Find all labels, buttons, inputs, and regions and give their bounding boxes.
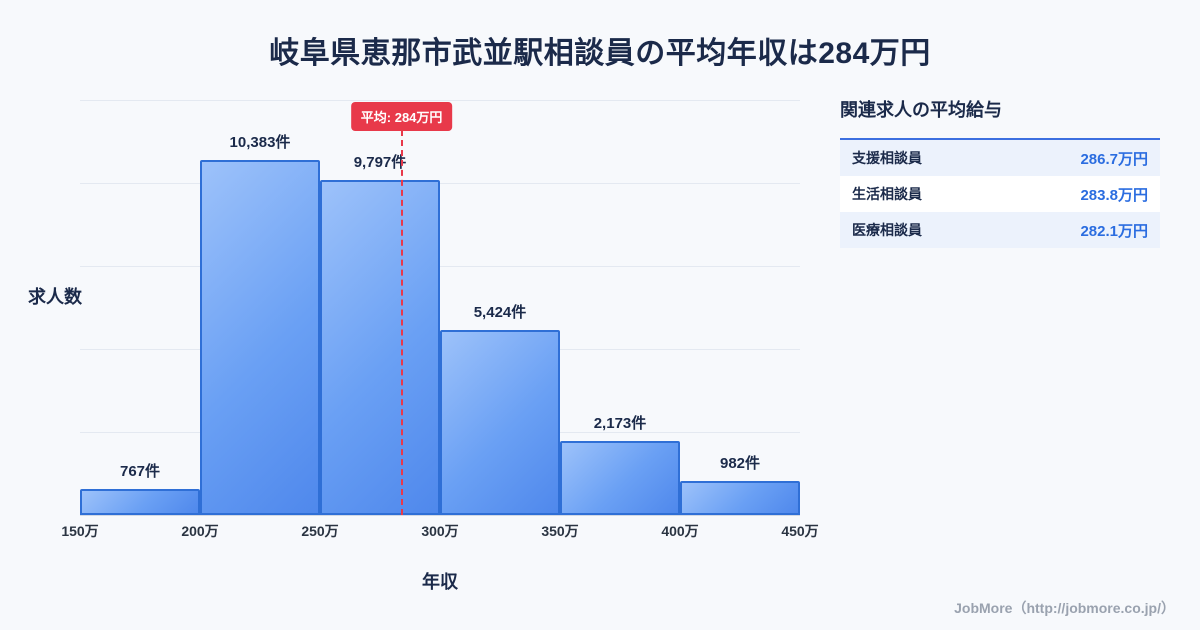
job-label: 生活相談員 [852,186,922,202]
x-tick-label: 350万 [541,523,579,539]
job-label: 支援相談員 [852,150,922,166]
bar-value-label: 2,173件 [593,415,647,432]
bar-value-label: 9,797件 [353,154,407,171]
histogram-bar [80,489,200,515]
salary-value: 283.8万円 [1080,186,1148,204]
related-jobs-table: 支援相談員 286.7万円 生活相談員 283.8万円 医療相談員 282.1万… [840,138,1160,248]
y-axis-label: 求人数 [28,287,82,307]
salary-value: 282.1万円 [1080,222,1148,240]
gridline [80,266,800,267]
x-tick-label: 300万 [421,523,459,539]
page-title: 岐阜県恵那市武並駅相談員の平均年収は284万円 [269,37,931,70]
x-tick-label: 200万 [181,523,219,539]
average-badge: 平均: 284万円 [350,102,453,131]
bar-value-label: 5,424件 [473,304,527,321]
salary-value: 286.7万円 [1080,150,1148,168]
gridline [80,100,800,101]
job-label: 医療相談員 [852,222,922,238]
histogram-bar [440,330,560,515]
x-tick-label: 250万 [301,523,339,539]
related-jobs-heading: 関連求人の平均給与 [840,100,1002,120]
table-row: 生活相談員 283.8万円 [840,176,1160,212]
table-row: 支援相談員 286.7万円 [840,140,1160,176]
x-tick-label: 400万 [661,523,699,539]
histogram-bar [200,160,320,515]
site-credit: JobMore（http://jobmore.co.jp/） [954,600,1175,616]
histogram-bar [680,481,800,515]
histogram-bar [320,180,440,515]
x-tick-label: 150万 [61,523,99,539]
x-tick-label: 450万 [781,523,819,539]
table-row: 医療相談員 282.1万円 [840,212,1160,248]
x-axis-line [80,515,800,516]
bar-value-label: 767件 [119,463,161,480]
histogram-bar [560,441,680,515]
gridline [80,183,800,184]
plot-area: 767件 10,383件 9,797件 5,424件 2,173件 982件 150万 200… [61,100,819,539]
x-axis-label: 年収 [422,572,458,592]
bar-value-label: 982件 [719,455,761,472]
bar-value-label: 10,383件 [229,134,291,151]
average-line [400,130,403,515]
